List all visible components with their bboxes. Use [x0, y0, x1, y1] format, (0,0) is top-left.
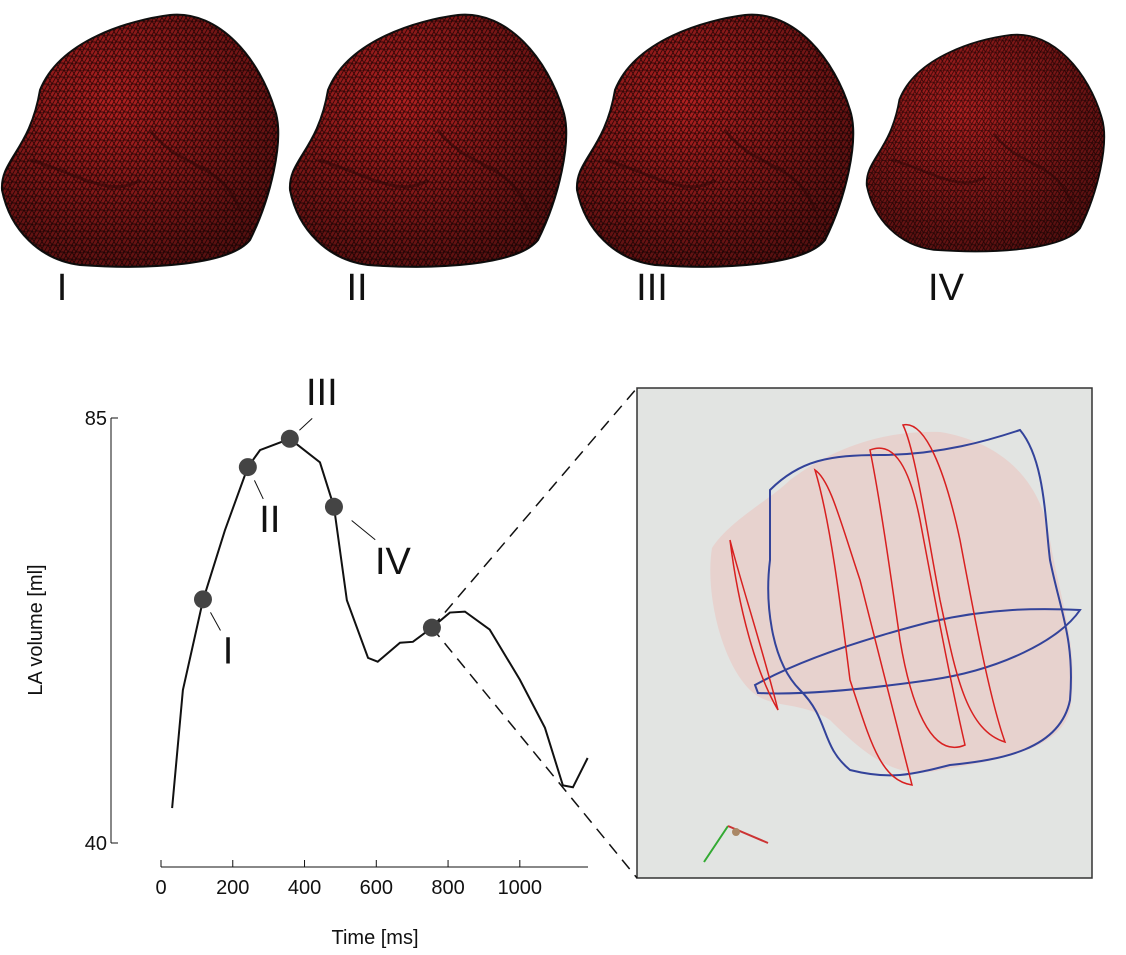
panel-label: III: [636, 267, 668, 309]
x-axis-label: Time [ms]: [331, 927, 418, 949]
orientation-axes: [703, 825, 769, 863]
zoom-line: [431, 627, 638, 879]
phase-label: III: [306, 372, 338, 414]
phase-label: II: [259, 499, 280, 541]
phase-label: IV: [375, 541, 412, 583]
phase-marker: [280, 429, 299, 448]
leader-line: [210, 612, 221, 631]
atrium-silhouette: [710, 431, 1073, 773]
volume-line: [171, 437, 589, 809]
x-tick-label: 200: [216, 877, 249, 899]
leader-line: [351, 520, 376, 541]
x-tick-label: 400: [288, 877, 321, 899]
red-contour: [901, 424, 1007, 744]
x-tick-label: 800: [431, 877, 464, 899]
x-tick-label: 600: [360, 877, 393, 899]
y-axis-label: LA volume [ml]: [25, 564, 47, 695]
x-tick-label: 1000: [498, 877, 543, 899]
panel-label: IV: [928, 267, 965, 309]
zoom-line: [431, 387, 638, 629]
leader-line: [253, 480, 264, 500]
blue-contour: [753, 608, 1082, 695]
x-tick-label: 0: [155, 877, 166, 899]
phase-label: I: [223, 630, 234, 672]
phase-marker: [238, 458, 257, 477]
blue-contour: [767, 428, 1072, 777]
panel-label: II: [346, 267, 367, 309]
red-contour: [813, 468, 914, 786]
y-tick-label: 85: [85, 408, 107, 430]
phase-marker: [422, 618, 441, 637]
phase-marker: [193, 590, 212, 609]
red-contour: [729, 539, 779, 711]
mesh-surface: [0, 13, 280, 269]
red-contour: [869, 447, 966, 748]
mesh-panels: I II III IV: [0, 13, 1106, 309]
phase-marker: [324, 497, 343, 516]
mesh-surface: [575, 13, 855, 269]
mesh-surface: [865, 33, 1106, 253]
mesh-surface: [288, 13, 568, 269]
y-tick-label: 40: [85, 833, 107, 855]
panel-label: I: [57, 267, 68, 309]
leader-line: [299, 418, 313, 431]
volume-plot: LA volume [ml] Time [ms] 40 85 0 200 400 600 8…: [25, 372, 638, 949]
contour-panel: [636, 387, 1093, 879]
